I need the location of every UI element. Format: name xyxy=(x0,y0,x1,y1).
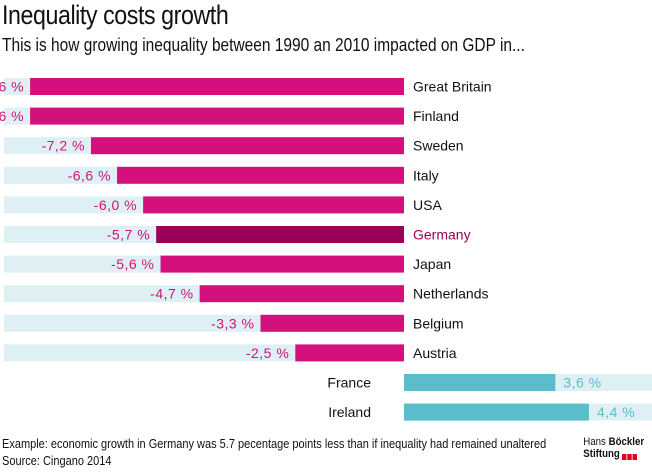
bar-germany xyxy=(156,226,404,243)
value-label-ireland: 4,4 % xyxy=(597,404,635,420)
bar-netherlands xyxy=(199,285,404,303)
value-label-belgium: -3,3 % xyxy=(211,315,254,331)
bar-italy xyxy=(117,166,404,184)
bar-chart: -8,6 % Great Britain -8,6 % Finland -7,2 % Sw… xyxy=(0,78,652,421)
category-label-germany: Germany xyxy=(413,227,471,243)
bar-sweden xyxy=(90,137,405,155)
value-label-finland: -8,6 % xyxy=(0,108,24,124)
value-label-netherlands: -4,7 % xyxy=(150,286,193,302)
value-label-usa: -6,0 % xyxy=(94,197,137,213)
bar-finland xyxy=(30,107,405,125)
category-label-ireland: Ireland xyxy=(328,404,371,420)
bar-belgium xyxy=(260,314,404,332)
value-label-japan: -5,6 % xyxy=(111,256,154,272)
value-label-austria: -2,5 % xyxy=(246,345,289,361)
bar-austria xyxy=(295,344,404,362)
value-label-germany: -5,7 % xyxy=(107,227,150,243)
publisher-logo: Hans Böckler Stiftung xyxy=(583,436,644,461)
bar-ireland xyxy=(404,403,589,421)
logo-mark-icon xyxy=(621,451,638,461)
category-label-usa: USA xyxy=(413,197,442,213)
value-label-sweden: -7,2 % xyxy=(41,138,84,154)
bar-france xyxy=(404,374,556,391)
chart-title: Inequality costs growth xyxy=(2,0,229,30)
bar-japan xyxy=(160,255,404,273)
bar-great-britain xyxy=(30,78,405,95)
footnote-source: Source: Cingano 2014 xyxy=(2,454,112,468)
category-label-great-britain: Great Britain xyxy=(413,79,492,95)
category-label-netherlands: Netherlands xyxy=(413,286,489,302)
category-label-france: France xyxy=(327,375,371,391)
category-label-belgium: Belgium xyxy=(413,315,464,331)
footnote-example: Example: economic growth in Germany was … xyxy=(2,437,547,451)
footnote: Example: economic growth in Germany was … xyxy=(2,436,546,470)
category-label-finland: Finland xyxy=(413,108,459,124)
value-label-italy: -6,6 % xyxy=(68,167,111,183)
category-label-italy: Italy xyxy=(413,167,439,183)
value-label-france: 3,6 % xyxy=(563,375,601,391)
category-label-japan: Japan xyxy=(413,256,451,272)
category-label-sweden: Sweden xyxy=(413,138,464,154)
chart-subtitle: This is how growing inequality between 1… xyxy=(2,35,525,55)
bar-usa xyxy=(143,196,404,214)
category-label-austria: Austria xyxy=(413,345,457,361)
value-label-great-britain: -8,6 % xyxy=(0,79,24,95)
